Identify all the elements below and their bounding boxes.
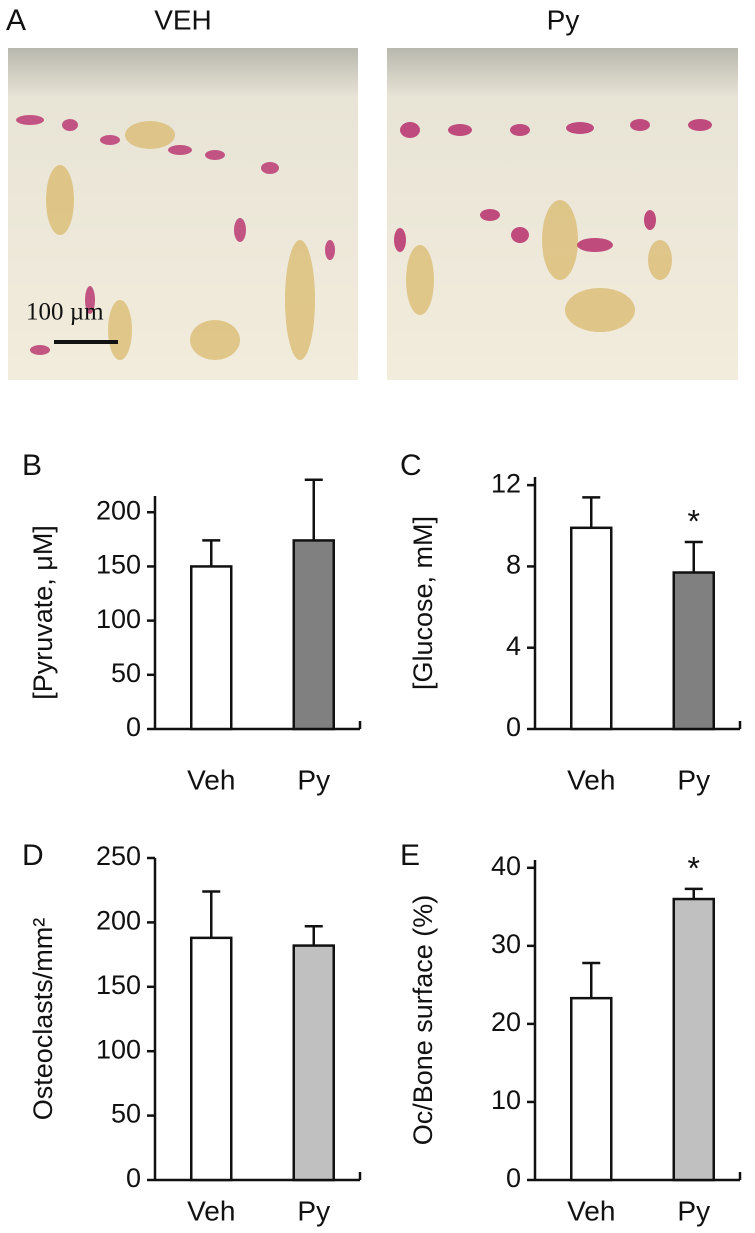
image-title: VEH bbox=[154, 4, 212, 35]
y-tick-label: 0 bbox=[506, 1163, 521, 1193]
y-tick-label: 12 bbox=[491, 468, 521, 498]
x-tick-label: Veh bbox=[567, 764, 615, 795]
y-axis-label: [Pyruvate, μM] bbox=[28, 525, 58, 700]
bar bbox=[292, 539, 335, 731]
y-tick-label: 50 bbox=[111, 1099, 141, 1129]
y-tick-label: 100 bbox=[96, 1034, 141, 1064]
x-tick-label: Py bbox=[677, 764, 710, 795]
y-tick-label: 200 bbox=[96, 495, 141, 525]
y-tick-label: 150 bbox=[96, 970, 141, 1000]
y-tick-label: 20 bbox=[491, 1007, 521, 1037]
micrograph bbox=[387, 48, 738, 380]
bar bbox=[570, 526, 613, 731]
image-title: Py bbox=[547, 4, 580, 35]
y-tick-label: 0 bbox=[126, 1163, 141, 1193]
y-tick-label: 30 bbox=[491, 929, 521, 959]
x-tick-label: Py bbox=[677, 1195, 710, 1226]
y-tick-label: 50 bbox=[111, 658, 141, 688]
bar bbox=[190, 936, 233, 1182]
bar bbox=[190, 565, 233, 731]
x-tick-label: Py bbox=[297, 764, 330, 795]
x-tick-label: Py bbox=[297, 1195, 330, 1226]
bar bbox=[672, 897, 715, 1182]
panel-label: E bbox=[400, 839, 420, 872]
panel-label: C bbox=[400, 449, 422, 482]
y-tick-label: 0 bbox=[506, 712, 521, 742]
scale-bar-label: 100 µm bbox=[26, 299, 104, 326]
y-axis-label: [Glucose, mM] bbox=[408, 516, 438, 690]
significance-mark: * bbox=[688, 503, 700, 539]
panel-label: A bbox=[6, 4, 26, 37]
micrograph: 100 µm bbox=[8, 48, 358, 380]
y-tick-label: 4 bbox=[506, 631, 521, 661]
y-tick-label: 8 bbox=[506, 550, 521, 580]
panel-label: D bbox=[22, 839, 44, 872]
panel-label: B bbox=[22, 449, 42, 482]
bar bbox=[672, 571, 715, 731]
bar bbox=[570, 996, 613, 1182]
y-tick-label: 250 bbox=[96, 841, 141, 871]
y-tick-label: 40 bbox=[491, 851, 521, 881]
y-tick-label: 0 bbox=[126, 712, 141, 742]
significance-mark: * bbox=[688, 850, 700, 886]
y-tick-label: 10 bbox=[491, 1085, 521, 1115]
bar bbox=[292, 944, 335, 1182]
x-tick-label: Veh bbox=[567, 1195, 615, 1226]
y-axis-label: Oc/Bone surface (%) bbox=[408, 895, 438, 1146]
y-tick-label: 200 bbox=[96, 906, 141, 936]
x-tick-label: Veh bbox=[187, 764, 235, 795]
x-tick-label: Veh bbox=[187, 1195, 235, 1226]
y-axis-label: Osteoclasts/mm² bbox=[28, 918, 58, 1121]
y-tick-label: 150 bbox=[96, 550, 141, 580]
y-tick-label: 100 bbox=[96, 604, 141, 634]
